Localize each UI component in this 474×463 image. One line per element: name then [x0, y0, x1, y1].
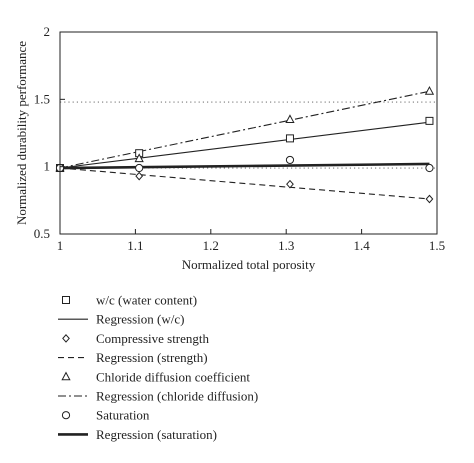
series-line-3 — [59, 167, 430, 200]
legend-label-5: Regression (chloride diffusion) — [96, 389, 258, 404]
axes: 1 1.1 1.2 1.3 1.4 1.5 0.5 1 1.5 2 Normalized total… — [14, 24, 445, 272]
x-tick-label-0: 1 — [57, 238, 64, 253]
legend-symbol-0 — [62, 296, 70, 304]
data-point-2-1 — [135, 171, 144, 181]
legend-label-7: Regression (saturation) — [96, 427, 217, 442]
y-tick-label-3: 2 — [44, 24, 51, 39]
x-tick-label-2: 1.2 — [203, 238, 219, 253]
y-tick-label-2: 1.5 — [34, 91, 50, 106]
data-point-0-2 — [285, 134, 294, 143]
series-line-7 — [59, 162, 430, 170]
data-point-4-3 — [424, 85, 435, 95]
data-point-6-1 — [135, 163, 144, 173]
legend-label-1: Regression (w/c) — [96, 312, 184, 327]
legend-symbol-6 — [61, 411, 71, 420]
plot-area — [55, 85, 437, 204]
x-tick-label-5: 1.5 — [429, 238, 445, 253]
legend-symbol-4 — [61, 371, 71, 381]
legend-label-4: Chloride diffusion coefficient — [96, 369, 250, 384]
series-line-1 — [59, 121, 430, 169]
data-point-6-3 — [425, 163, 434, 173]
y-tick-label-0: 0.5 — [34, 226, 50, 241]
data-point-2-2 — [286, 179, 294, 189]
data-point-0-3 — [425, 116, 434, 125]
legend-symbol-2 — [62, 334, 70, 343]
x-tick-label-4: 1.4 — [353, 238, 370, 253]
x-tick-label-1: 1.1 — [127, 238, 143, 253]
legend: w/c (water content) Regression (w/c) Compr… — [58, 293, 258, 442]
data-point-2-3 — [425, 194, 434, 204]
series-line-5 — [59, 90, 430, 169]
legend-label-0: w/c (water content) — [96, 293, 197, 308]
legend-label-3: Regression (strength) — [96, 350, 208, 365]
data-point-4-1 — [134, 153, 144, 163]
x-tick-label-3: 1.3 — [278, 238, 294, 253]
legend-label-6: Saturation — [96, 408, 150, 423]
y-tick-label-1: 1 — [44, 159, 51, 174]
legend-label-2: Compressive strength — [96, 331, 210, 346]
x-axis-title: Normalized total porosity — [182, 257, 316, 272]
data-point-6-2 — [285, 155, 295, 165]
y-axis-title: Normalized durability performance — [14, 41, 29, 225]
plot-frame — [59, 31, 438, 235]
data-point-4-2 — [285, 114, 295, 124]
